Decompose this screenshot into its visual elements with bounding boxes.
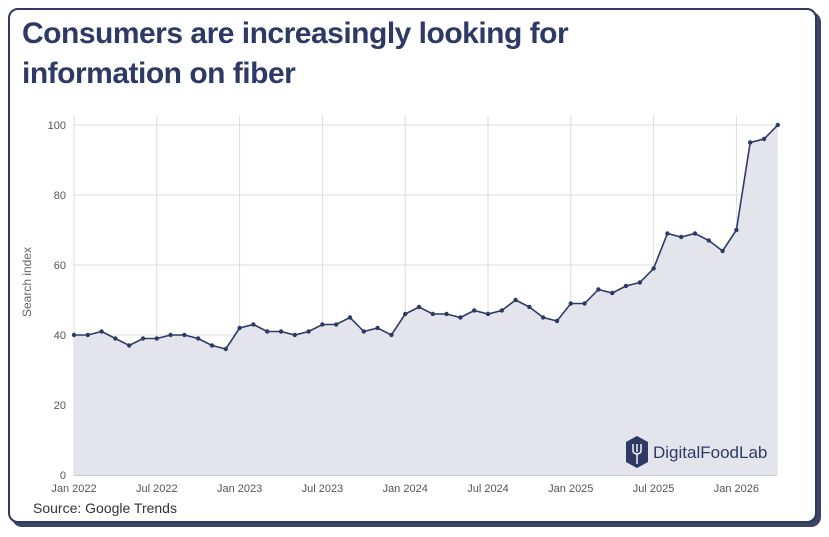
series-line — [74, 124, 779, 350]
data-point — [278, 329, 284, 334]
data-point — [140, 336, 146, 341]
data-point — [334, 322, 339, 327]
data-point — [568, 301, 573, 306]
data-point — [610, 290, 615, 296]
y-tick-label: 60 — [54, 260, 66, 272]
data-point — [71, 332, 77, 338]
data-point — [251, 322, 256, 327]
logo: DigitalFoodLab — [626, 436, 767, 468]
area-polygon — [74, 125, 778, 475]
x-tick-label: Jan 2023 — [217, 483, 262, 495]
data-point — [692, 231, 698, 236]
y-tick-label: 80 — [54, 190, 66, 202]
data-point — [196, 336, 201, 341]
data-point — [182, 332, 187, 338]
x-tick-label: Jul 2024 — [467, 483, 509, 495]
data-point — [403, 311, 408, 317]
data-point — [209, 343, 215, 348]
data-point — [596, 287, 601, 292]
data-point — [679, 234, 684, 240]
x-tick-label: Jan 2026 — [714, 483, 759, 495]
data-point — [113, 336, 118, 341]
y-tick-label: 40 — [54, 330, 66, 342]
x-tick-label: Jan 2022 — [51, 483, 96, 495]
data-point — [444, 311, 449, 317]
data-point — [306, 329, 311, 334]
data-point — [720, 248, 725, 254]
data-point — [554, 318, 560, 324]
data-point — [458, 315, 463, 320]
data-point — [541, 315, 546, 320]
data-point — [637, 280, 642, 285]
x-tick-label: Jan 2024 — [383, 483, 428, 495]
data-point — [748, 140, 753, 145]
data-point — [665, 231, 670, 236]
data-point — [361, 329, 366, 334]
data-point — [706, 238, 711, 243]
data-point — [320, 322, 325, 327]
data-point — [389, 332, 394, 338]
data-point — [375, 325, 380, 331]
data-point — [430, 311, 435, 317]
data-point — [265, 329, 270, 334]
data-point — [775, 122, 780, 128]
data-point — [485, 311, 491, 317]
series-polyline — [74, 124, 779, 350]
x-tick-label: Jul 2022 — [136, 483, 178, 495]
data-point — [168, 332, 173, 338]
x-tick-label: Jul 2025 — [633, 483, 675, 495]
data-point — [651, 266, 656, 271]
data-point — [99, 329, 104, 334]
data-point — [223, 346, 228, 352]
data-point — [734, 227, 739, 233]
x-tick-labels: Jan 2022 Jul 2022 Jan 2023 Jul 2023 Jan 2024… — [51, 483, 759, 495]
data-points — [71, 122, 780, 352]
y-axis-label: Search index — [20, 247, 34, 317]
y-tick-label: 100 — [48, 120, 66, 132]
y-tick-label: 20 — [54, 400, 66, 412]
data-point — [237, 325, 242, 331]
data-point — [416, 304, 422, 310]
data-point — [292, 332, 297, 338]
y-tick-labels: 0 20 40 60 80 100 — [48, 120, 66, 482]
data-point — [154, 336, 159, 341]
data-point — [623, 283, 629, 289]
data-point — [527, 304, 532, 310]
area-fill — [74, 125, 778, 475]
source-note: Source: Google Trends — [33, 500, 177, 516]
data-point — [513, 297, 518, 303]
x-tick-label: Jul 2023 — [302, 483, 344, 495]
data-point — [127, 343, 132, 348]
y-tick-label: 0 — [60, 470, 66, 482]
data-point — [582, 301, 587, 306]
data-point — [472, 308, 477, 313]
data-point — [499, 308, 504, 313]
data-point — [85, 332, 91, 338]
chart-title: Consumers are increasingly looking for i… — [22, 17, 569, 90]
x-tick-label: Jan 2025 — [548, 483, 593, 495]
data-point — [347, 315, 353, 320]
data-point — [761, 136, 767, 142]
logo-text: DigitalFoodLab — [653, 443, 767, 462]
